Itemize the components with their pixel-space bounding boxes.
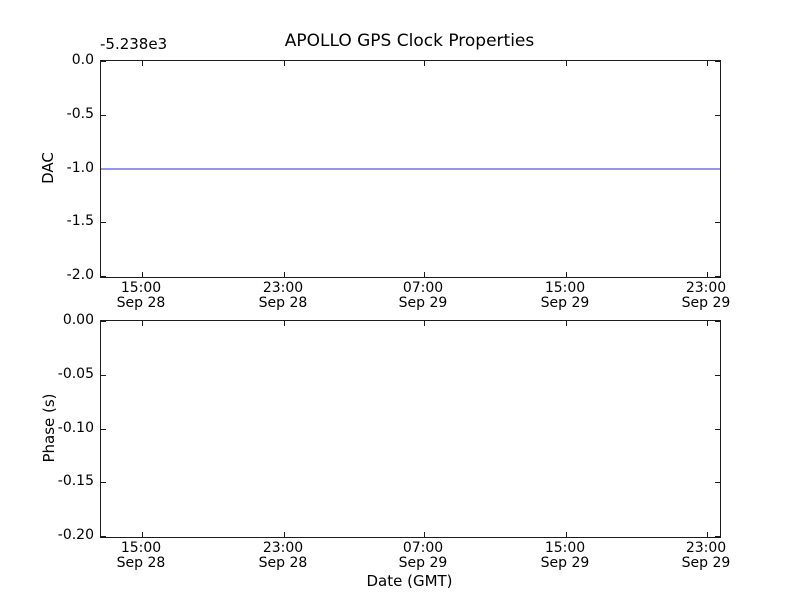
x-tick-label: 15:00 Sep 28 [96, 281, 186, 311]
x-tick-date: Sep 28 [116, 555, 166, 571]
y-tick-mark [101, 429, 106, 430]
x-tick-label: 23:00 Sep 28 [238, 541, 328, 571]
x-tick-mark [566, 61, 567, 66]
x-tick-mark [424, 321, 425, 326]
y-tick-mark [715, 429, 720, 430]
y-tick-mark [101, 61, 106, 62]
x-tick-label: 15:00 Sep 29 [520, 541, 610, 571]
x-tick-mark [707, 321, 708, 326]
y-tick-label: -0.05 [57, 366, 94, 382]
x-tick-date: Sep 29 [398, 295, 448, 311]
y-tick-mark [715, 536, 720, 537]
x-tick-label: 23:00 Sep 29 [661, 541, 751, 571]
x-tick-time: 15:00 [544, 280, 586, 296]
x-tick-mark [707, 61, 708, 66]
dac-line [101, 168, 720, 170]
x-tick-time: 15:00 [120, 540, 162, 556]
y-tick-mark [101, 321, 106, 322]
x-tick-mark [284, 532, 285, 537]
x-tick-mark [142, 321, 143, 326]
y-tick-mark [101, 222, 106, 223]
x-tick-mark [142, 532, 143, 537]
y-tick-label: 0.00 [62, 312, 94, 328]
dac-plot-area [100, 60, 721, 278]
x-tick-label: 15:00 Sep 29 [520, 281, 610, 311]
x-tick-date: Sep 28 [116, 295, 166, 311]
x-tick-date: Sep 29 [681, 295, 731, 311]
y-tick-mark [715, 321, 720, 322]
y-tick-mark [101, 375, 106, 376]
x-tick-mark [284, 272, 285, 277]
y-tick-label: -1.5 [66, 213, 94, 229]
x-tick-time: 23:00 [685, 540, 727, 556]
x-tick-date: Sep 29 [681, 555, 731, 571]
x-tick-date: Sep 28 [258, 295, 308, 311]
x-tick-time: 23:00 [262, 280, 304, 296]
y-tick-mark [715, 115, 720, 116]
x-tick-label: 07:00 Sep 29 [378, 281, 468, 311]
y-tick-label: -0.20 [57, 527, 94, 543]
x-tick-label: 23:00 Sep 29 [661, 281, 751, 311]
y-tick-mark [715, 276, 720, 277]
x-tick-date: Sep 29 [398, 555, 448, 571]
y-tick-label: 0.0 [71, 52, 94, 68]
y-tick-mark [101, 115, 106, 116]
x-tick-mark [707, 532, 708, 537]
y-tick-label: -0.15 [57, 473, 94, 489]
x-tick-time: 23:00 [685, 280, 727, 296]
x-tick-mark [424, 532, 425, 537]
x-tick-mark [424, 272, 425, 277]
x-tick-mark [566, 272, 567, 277]
y-tick-mark [101, 276, 106, 277]
y-tick-mark [715, 222, 720, 223]
x-tick-label: 23:00 Sep 28 [238, 281, 328, 311]
y-tick-mark [715, 482, 720, 483]
x-tick-mark [424, 61, 425, 66]
x-tick-mark [142, 272, 143, 277]
x-tick-mark [566, 532, 567, 537]
x-tick-label: 15:00 Sep 28 [96, 541, 186, 571]
phase-plot-area [100, 320, 721, 538]
x-tick-time: 07:00 [402, 540, 444, 556]
y-tick-mark [715, 375, 720, 376]
y-tick-mark [101, 536, 106, 537]
x-tick-date: Sep 29 [540, 555, 590, 571]
x-tick-mark [284, 321, 285, 326]
x-tick-mark [707, 272, 708, 277]
x-tick-date: Sep 29 [540, 295, 590, 311]
y-tick-label: -0.5 [66, 106, 94, 122]
x-tick-mark [284, 61, 285, 66]
y-tick-label: -0.10 [57, 420, 94, 436]
chart-title: APOLLO GPS Clock Properties [284, 31, 535, 51]
y-tick-label: -1.0 [66, 160, 94, 176]
x-tick-date: Sep 28 [258, 555, 308, 571]
y-tick-mark [101, 482, 106, 483]
y-tick-label: -2.0 [66, 267, 94, 283]
y-tick-mark [715, 61, 720, 62]
x-tick-label: 07:00 Sep 29 [378, 541, 468, 571]
x-tick-mark [142, 61, 143, 66]
x-tick-mark [566, 321, 567, 326]
y-axis-offset-text: -5.238e3 [100, 35, 168, 53]
x-axis-label: Date (GMT) [366, 572, 453, 590]
x-tick-time: 15:00 [120, 280, 162, 296]
x-tick-time: 15:00 [544, 540, 586, 556]
x-tick-time: 23:00 [262, 540, 304, 556]
x-tick-time: 07:00 [402, 280, 444, 296]
